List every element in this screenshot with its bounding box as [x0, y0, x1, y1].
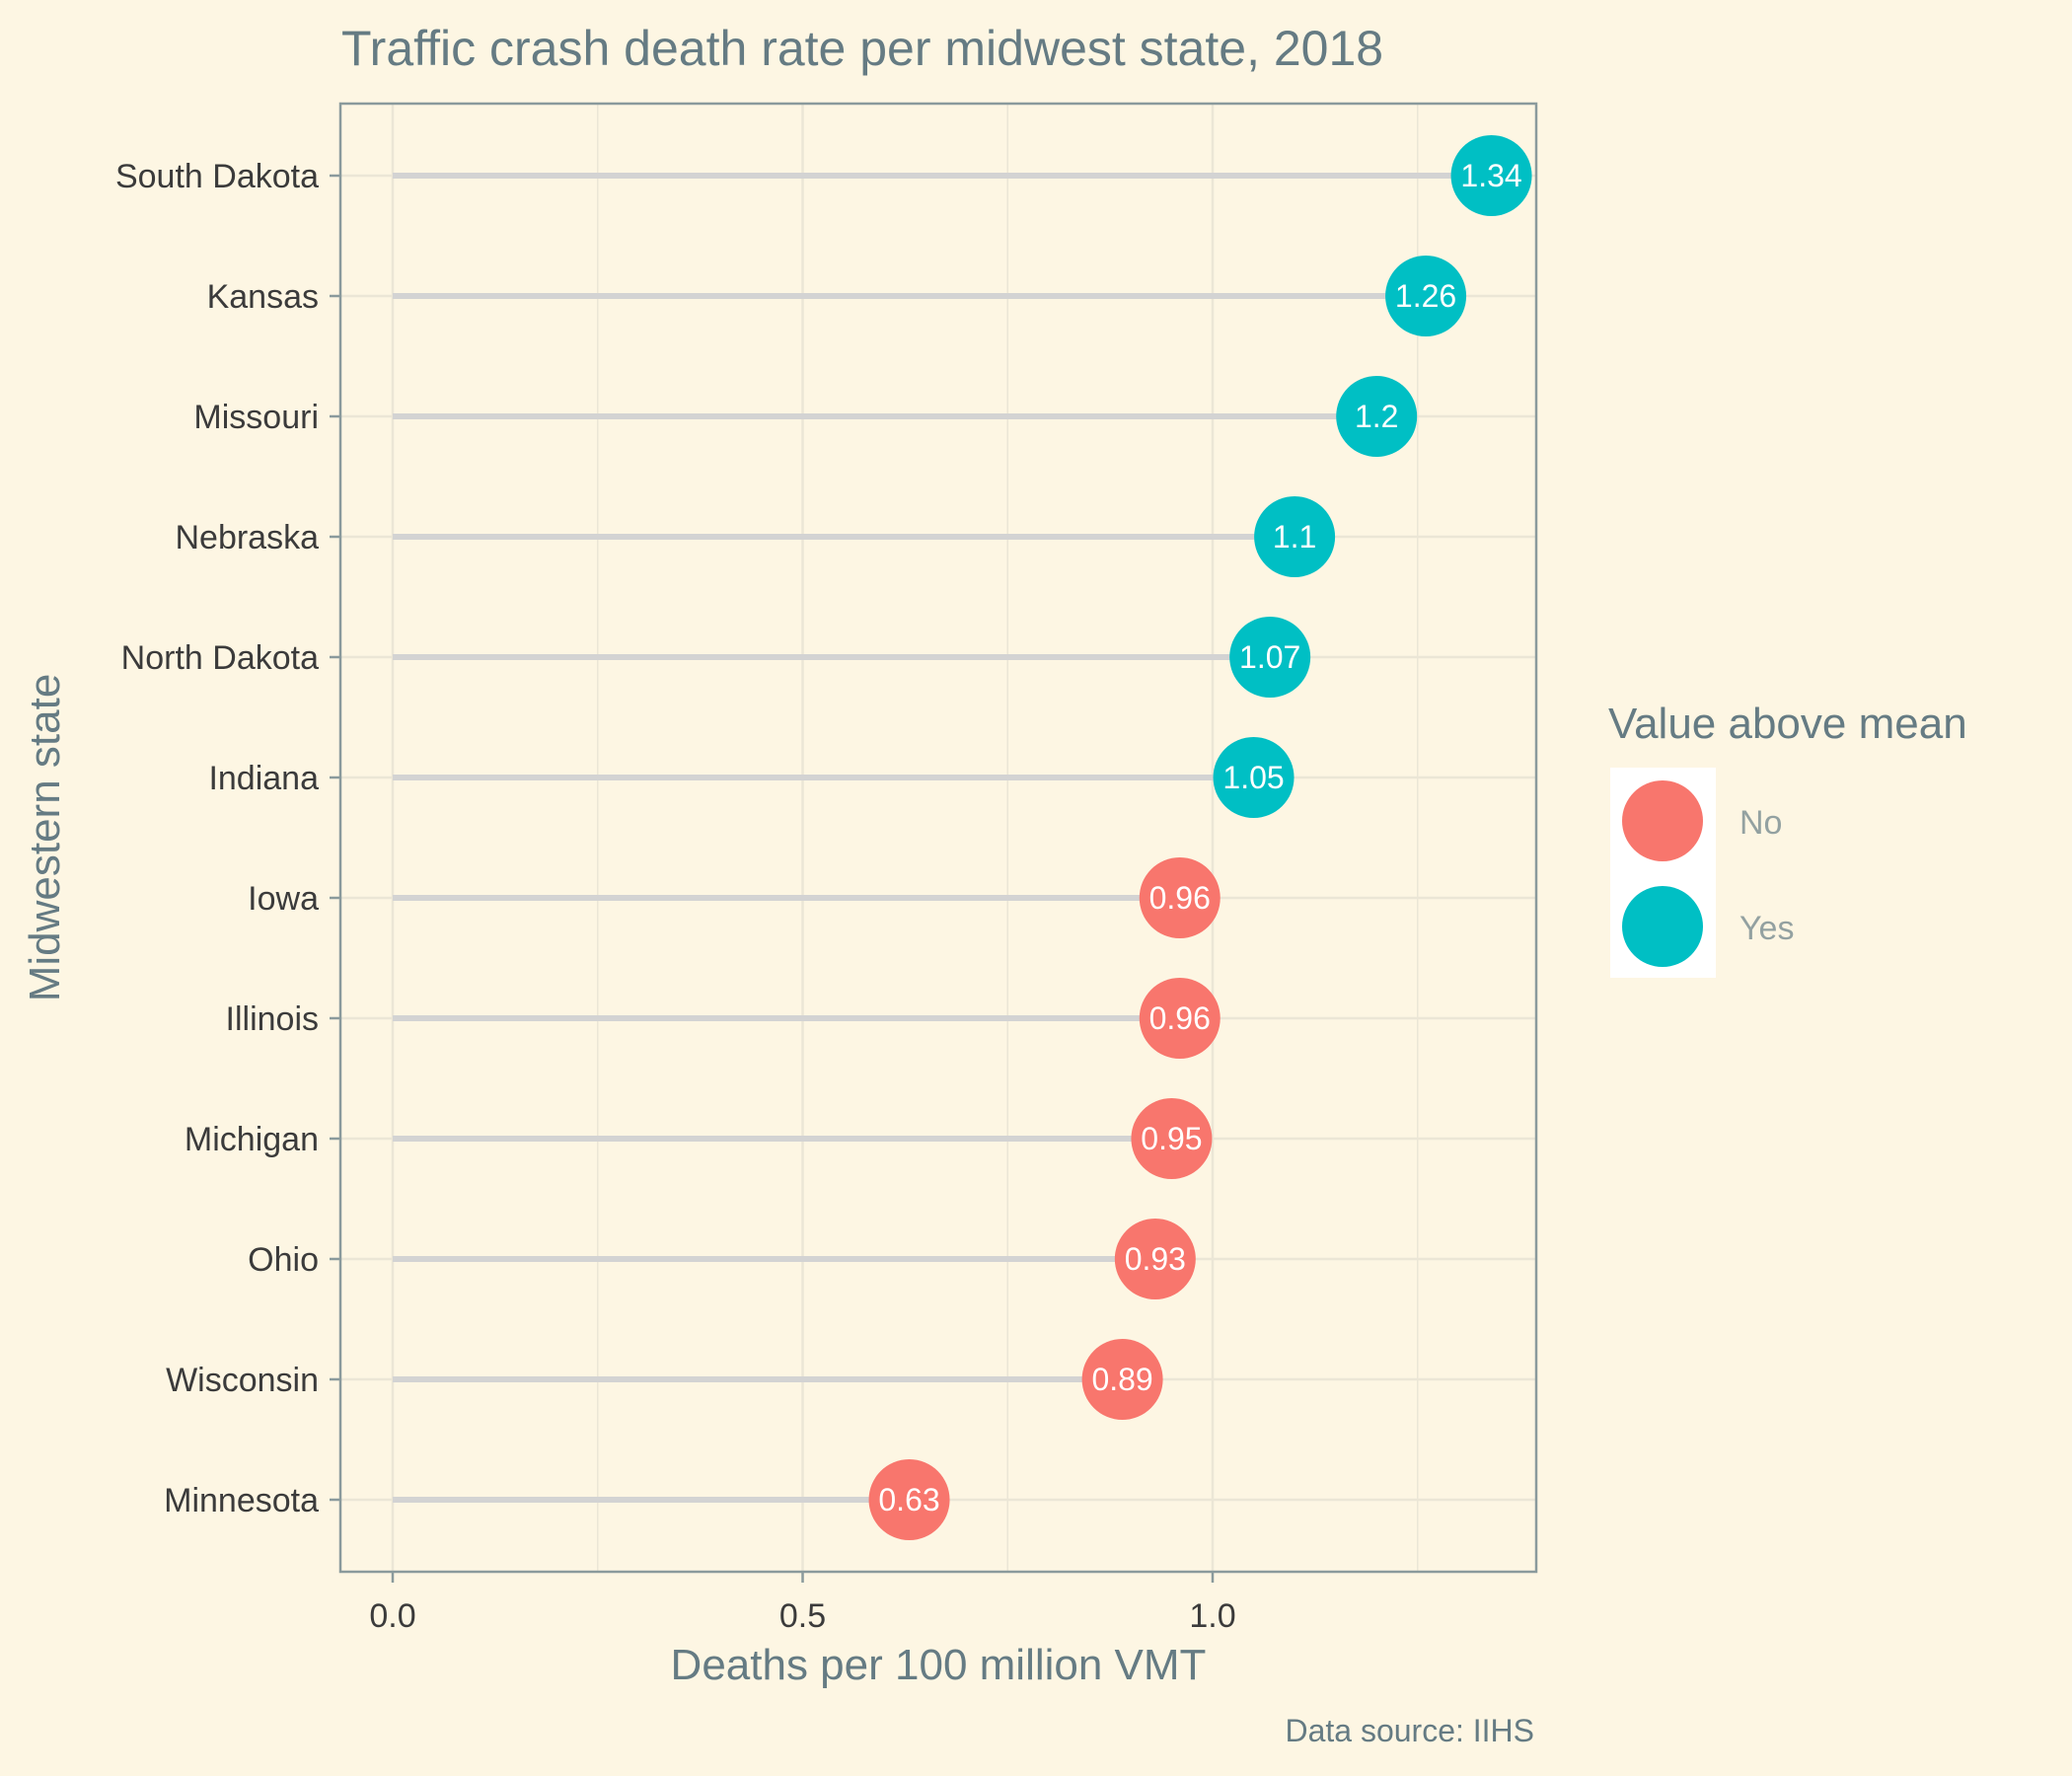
lollipop-point: [1213, 737, 1295, 818]
lollipop-point: [1139, 978, 1221, 1059]
x-tick-label: 0.5: [779, 1597, 826, 1635]
value-label: 1.07: [1239, 639, 1300, 675]
lollipop-point: [1139, 857, 1221, 938]
value-label: 0.96: [1149, 880, 1211, 916]
grid-layer: [340, 104, 1536, 1572]
y-axis: South Dakota Kansas Missouri Nebraska North …: [115, 158, 340, 1519]
lollipop-point: [1229, 617, 1311, 698]
stems-layer: [393, 173, 1492, 1503]
value-label: 1.1: [1273, 519, 1316, 555]
value-label: 1.34: [1460, 158, 1521, 193]
value-label: 0.96: [1149, 1000, 1211, 1036]
x-tick-label: 0.0: [369, 1597, 415, 1635]
value-label: 0.63: [878, 1482, 939, 1517]
lollipop-point: [868, 1459, 950, 1540]
x-tick-label: 1.0: [1189, 1597, 1235, 1635]
chart-title: Traffic crash death rate per midwest sta…: [341, 21, 1383, 76]
lollipop-point: [1450, 135, 1532, 216]
lollipop-point: [1131, 1098, 1213, 1179]
lollipop-point: [1385, 256, 1467, 336]
legend-label-no: No: [1739, 804, 1782, 842]
lollipop-point: [1081, 1339, 1163, 1420]
legend: Value above mean No Yes: [1608, 700, 1967, 978]
plot-frame: [338, 102, 1538, 1574]
lollipop-point: [1254, 496, 1336, 577]
lollipop-point: [1336, 376, 1418, 457]
value-label: 0.95: [1141, 1121, 1202, 1156]
y-tick-label: Kansas: [207, 278, 319, 316]
value-label: 1.2: [1355, 399, 1398, 434]
y-tick-label: Missouri: [193, 399, 319, 436]
value-label: 1.05: [1222, 760, 1284, 795]
y-tick-label: Wisconsin: [166, 1362, 319, 1399]
y-tick-label: Michigan: [185, 1121, 319, 1158]
lollipop-point: [1114, 1219, 1196, 1299]
legend-key-no: [1622, 780, 1703, 861]
caption: Data source: IIHS: [1285, 1713, 1534, 1748]
y-axis-title: Midwestern state: [21, 674, 69, 1002]
y-tick-label: Indiana: [208, 760, 319, 797]
y-tick-label: North Dakota: [121, 639, 319, 677]
value-label: 0.89: [1091, 1362, 1152, 1397]
x-axis: 0.0 0.5 1.0: [369, 1572, 1236, 1635]
points-layer: 1.34 1.26 1.2 1.1 1.07 1.05 0.96 0.96 0.95 0.93 0.…: [868, 135, 1532, 1540]
y-tick-label: Minnesota: [164, 1482, 319, 1519]
y-tick-label: Iowa: [248, 880, 319, 918]
legend-key-yes: [1622, 886, 1703, 967]
y-tick-label: Ohio: [248, 1241, 319, 1279]
legend-title: Value above mean: [1608, 700, 1967, 748]
value-label: 0.93: [1125, 1241, 1186, 1277]
y-tick-label: Illinois: [226, 1000, 319, 1038]
legend-label-yes: Yes: [1739, 910, 1794, 947]
x-axis-title: Deaths per 100 million VMT: [671, 1641, 1207, 1689]
y-tick-label: Nebraska: [175, 519, 319, 556]
value-label: 1.26: [1395, 278, 1456, 314]
y-tick-label: South Dakota: [115, 158, 319, 195]
